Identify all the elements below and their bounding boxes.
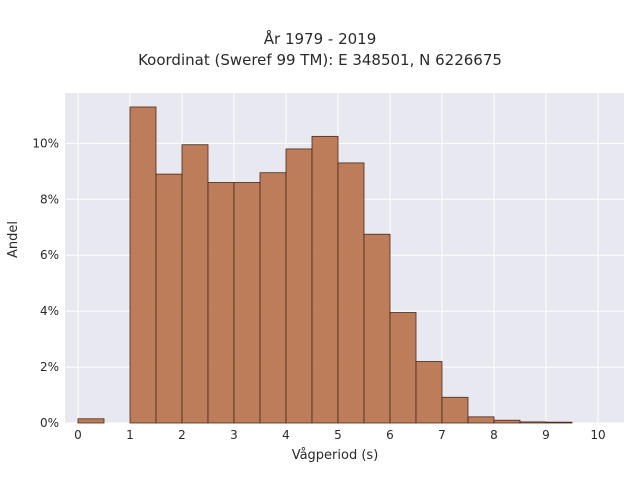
y-tick-label: 6% bbox=[40, 248, 59, 262]
histogram-bar bbox=[233, 182, 261, 424]
y-tick-label: 0% bbox=[40, 416, 59, 430]
histogram-bar bbox=[129, 106, 157, 424]
x-tick-label: 9 bbox=[542, 428, 550, 442]
x-tick-label: 5 bbox=[334, 428, 342, 442]
histogram-bar bbox=[181, 144, 209, 424]
chart-title: År 1979 - 2019 bbox=[263, 30, 377, 48]
y-axis-label: Andel bbox=[6, 221, 21, 258]
y-tick-label: 10% bbox=[32, 136, 59, 150]
x-tick-label: 2 bbox=[178, 428, 186, 442]
x-tick-label: 8 bbox=[490, 428, 498, 442]
x-tick-label: 1 bbox=[126, 428, 134, 442]
histogram-bar bbox=[285, 148, 313, 424]
y-tick-label: 8% bbox=[40, 192, 59, 206]
x-tick-label: 6 bbox=[386, 428, 394, 442]
histogram-bar bbox=[467, 416, 495, 424]
y-tick-label: 2% bbox=[40, 360, 59, 374]
x-axis-ticks: 0 1 2 3 4 5 6 7 8 9 10 bbox=[74, 428, 605, 442]
histogram-bar bbox=[415, 361, 443, 424]
x-tick-label: 7 bbox=[438, 428, 446, 442]
histogram-bar bbox=[493, 419, 521, 424]
histogram-bar bbox=[363, 233, 391, 424]
histogram-bar bbox=[389, 312, 417, 424]
histogram-bar bbox=[155, 173, 183, 424]
bars bbox=[77, 106, 573, 424]
y-tick-label: 4% bbox=[40, 304, 59, 318]
y-axis-ticks: 0% 2% 4% 6% 8% 10% bbox=[32, 136, 59, 430]
histogram-bar bbox=[207, 182, 235, 424]
x-axis-label: Vågperiod (s) bbox=[291, 448, 379, 463]
histogram-bar bbox=[77, 418, 105, 424]
histogram-bar bbox=[259, 172, 287, 424]
histogram-bar bbox=[519, 421, 547, 424]
x-tick-label: 0 bbox=[74, 428, 82, 442]
x-tick-label: 10 bbox=[590, 428, 605, 442]
histogram-bar bbox=[545, 421, 573, 424]
chart-subtitle: Koordinat (Sweref 99 TM): E 348501, N 62… bbox=[138, 51, 502, 69]
histogram-bar bbox=[441, 396, 469, 424]
histogram-bar bbox=[337, 162, 365, 424]
x-tick-label: 4 bbox=[282, 428, 290, 442]
x-tick-label: 3 bbox=[230, 428, 238, 442]
histogram-bar bbox=[311, 135, 339, 424]
